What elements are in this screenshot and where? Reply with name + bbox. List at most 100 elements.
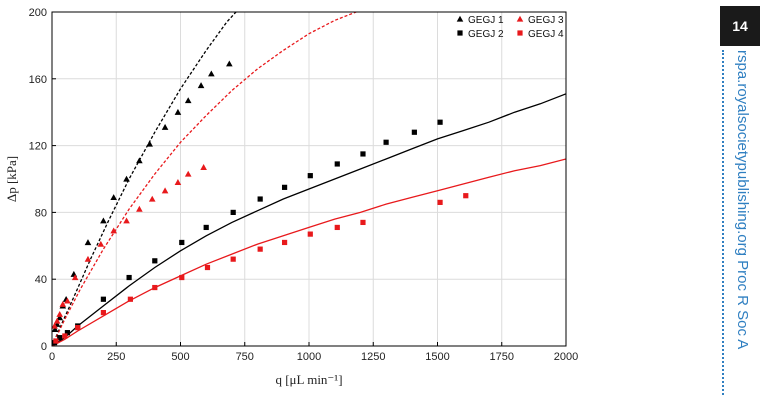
data-point-gegj-3 bbox=[84, 255, 92, 262]
y-tick-label: 40 bbox=[35, 274, 47, 286]
data-point-gegj-3 bbox=[123, 217, 130, 224]
model-curve-solid bbox=[52, 93, 566, 346]
data-point-gegj-1 bbox=[174, 108, 182, 115]
data-point-gegj-3 bbox=[200, 164, 207, 170]
y-tick-label: 120 bbox=[29, 141, 47, 153]
model-curve-dashed bbox=[52, 12, 237, 346]
legend: GEGJ 1 GEGJ 3 GEGJ 2 GEGJ 4 bbox=[456, 15, 564, 40]
data-point-gegj-1 bbox=[208, 70, 215, 77]
y-tick-label: 0 bbox=[41, 341, 47, 353]
data-point-gegj-4 bbox=[463, 193, 469, 199]
data-point-gegj-2 bbox=[411, 129, 417, 135]
data-point-gegj-2 bbox=[152, 258, 158, 264]
data-point-gegj-4 bbox=[100, 310, 106, 316]
model-curve-solid bbox=[52, 158, 566, 346]
model-curve-dashed bbox=[52, 12, 358, 346]
data-point-gegj-3 bbox=[97, 240, 105, 247]
x-tick-label: 250 bbox=[107, 351, 125, 363]
legend-label: GEGJ 3 bbox=[528, 15, 564, 26]
x-tick-label: 2000 bbox=[554, 351, 578, 363]
journal-sidebar: rspa.royalsocietypublishing.org Proc R S… bbox=[729, 50, 753, 401]
legend-label: GEGJ 2 bbox=[468, 29, 504, 40]
data-point-gegj-4 bbox=[127, 296, 133, 302]
data-markers bbox=[51, 60, 469, 346]
data-point-gegj-3 bbox=[148, 195, 156, 202]
x-tick-label: 500 bbox=[171, 351, 189, 363]
y-tick-label: 200 bbox=[29, 7, 47, 19]
data-point-gegj-4 bbox=[179, 274, 185, 281]
data-point-gegj-3 bbox=[53, 317, 61, 324]
data-point-gegj-4 bbox=[437, 199, 443, 205]
x-tick-label: 750 bbox=[236, 351, 254, 363]
data-point-gegj-1 bbox=[70, 270, 78, 277]
legend-label: GEGJ 4 bbox=[528, 29, 564, 40]
x-tick-label: 0 bbox=[49, 351, 55, 363]
data-point-gegj-3 bbox=[161, 187, 169, 194]
data-point-gegj-3 bbox=[110, 227, 117, 234]
dotted-rule bbox=[722, 50, 726, 395]
data-point-gegj-3 bbox=[71, 274, 79, 281]
data-point-gegj-2 bbox=[334, 161, 340, 167]
data-point-gegj-3 bbox=[56, 310, 64, 317]
x-tick-label: 1000 bbox=[297, 351, 321, 363]
data-point-gegj-4 bbox=[204, 264, 211, 271]
data-point-gegj-3 bbox=[184, 170, 192, 177]
data-point-gegj-3 bbox=[51, 322, 58, 329]
legend-marker bbox=[457, 30, 463, 36]
data-point-gegj-2 bbox=[179, 239, 185, 246]
data-point-gegj-3 bbox=[136, 205, 143, 212]
data-point-gegj-1 bbox=[100, 217, 107, 224]
data-point-gegj-4 bbox=[360, 219, 366, 226]
data-point-gegj-4 bbox=[75, 325, 81, 331]
data-point-gegj-4 bbox=[307, 231, 313, 237]
data-point-gegj-2 bbox=[230, 209, 236, 215]
data-point-gegj-1 bbox=[226, 60, 233, 67]
model-curves bbox=[52, 12, 566, 346]
data-point-gegj-1 bbox=[136, 157, 143, 164]
data-point-gegj-2 bbox=[281, 184, 288, 190]
data-point-gegj-3 bbox=[59, 300, 67, 307]
legend-marker bbox=[516, 15, 524, 22]
data-point-gegj-1 bbox=[110, 194, 117, 201]
data-point-gegj-1 bbox=[56, 314, 64, 321]
data-point-gegj-4 bbox=[281, 239, 288, 246]
journal-link-text[interactable]: rspa.royalsocietypublishing.org Proc R S… bbox=[734, 50, 751, 350]
data-point-gegj-2 bbox=[100, 296, 106, 302]
data-point-gegj-4 bbox=[257, 246, 263, 252]
legend-label: GEGJ 1 bbox=[468, 15, 504, 26]
x-tick-label: 1750 bbox=[490, 351, 514, 363]
data-point-gegj-1 bbox=[123, 175, 130, 182]
data-point-gegj-2 bbox=[307, 173, 313, 179]
x-tick-label: 1500 bbox=[425, 351, 449, 363]
legend-marker bbox=[517, 30, 523, 36]
data-point-gegj-2 bbox=[437, 119, 443, 125]
y-axis-title: Δp [kPa] bbox=[4, 156, 19, 202]
data-point-gegj-2 bbox=[360, 151, 366, 157]
data-point-gegj-1 bbox=[197, 82, 205, 89]
axis-ticks: 0 250 500 750 1000 1250 1500 1750 2000 0 40 80 120 16… bbox=[29, 7, 579, 363]
data-point-gegj-1 bbox=[161, 123, 169, 130]
page-number-badge: 14 bbox=[720, 6, 760, 46]
x-tick-label: 1250 bbox=[361, 351, 385, 363]
data-point-gegj-2 bbox=[57, 335, 63, 341]
data-point-gegj-2 bbox=[383, 139, 389, 145]
data-point-gegj-2 bbox=[126, 274, 132, 281]
data-point-gegj-4 bbox=[62, 333, 68, 339]
data-point-gegj-1 bbox=[51, 326, 59, 332]
data-point-gegj-1 bbox=[84, 239, 92, 246]
data-point-gegj-3 bbox=[174, 179, 182, 185]
data-point-gegj-1 bbox=[184, 97, 192, 104]
y-tick-label: 160 bbox=[29, 74, 47, 86]
data-point-gegj-4 bbox=[230, 256, 236, 262]
data-point-gegj-1 bbox=[146, 140, 153, 147]
data-point-gegj-4 bbox=[152, 284, 158, 291]
data-point-gegj-2 bbox=[64, 330, 71, 336]
data-point-gegj-4 bbox=[53, 338, 59, 344]
data-point-gegj-4 bbox=[334, 224, 340, 231]
data-point-gegj-2 bbox=[203, 224, 209, 231]
legend-marker bbox=[456, 15, 464, 22]
y-tick-label: 80 bbox=[35, 207, 47, 219]
data-point-gegj-3 bbox=[64, 297, 71, 304]
x-axis-title: q [μL min⁻¹] bbox=[275, 372, 342, 387]
data-point-gegj-2 bbox=[257, 196, 263, 202]
